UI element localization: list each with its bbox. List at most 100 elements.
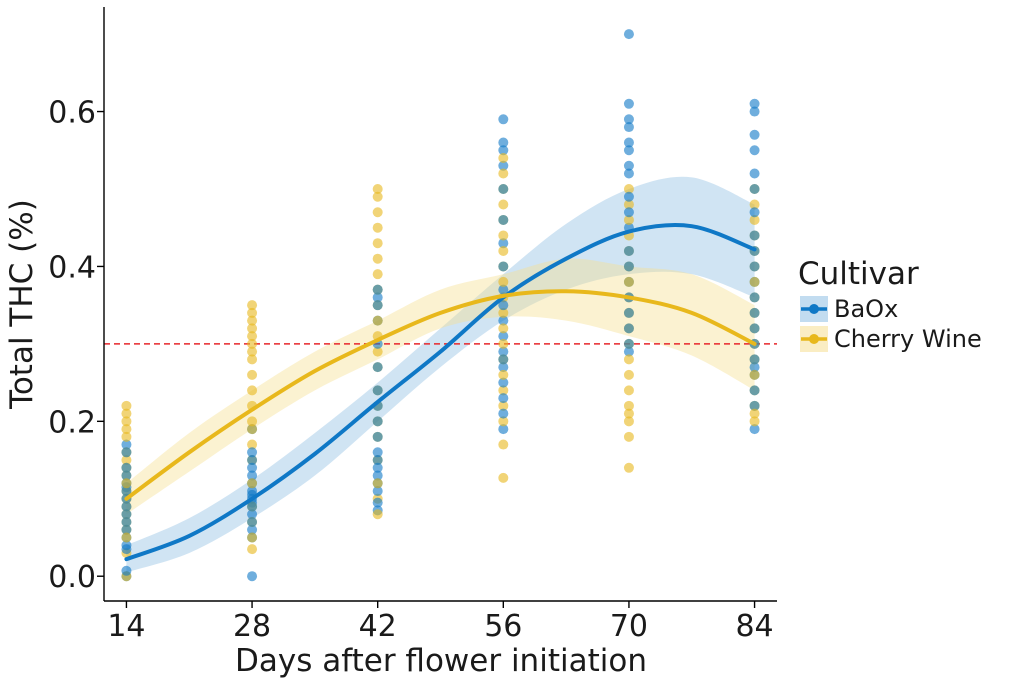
point-baox: [372, 292, 383, 303]
point-baox: [623, 160, 634, 171]
point-baox: [749, 207, 760, 218]
point-cherry-wine: [623, 431, 634, 442]
point-baox: [372, 470, 383, 481]
point-cherry-wine: [247, 331, 258, 342]
point-baox: [498, 393, 509, 404]
confidence-bands: [126, 176, 755, 573]
point-baox: [623, 168, 634, 179]
point-baox: [749, 145, 760, 156]
point-baox: [749, 230, 760, 241]
point-baox: [498, 424, 509, 435]
point-baox: [623, 261, 634, 272]
point-cherry-wine: [247, 338, 258, 349]
point-baox: [623, 207, 634, 218]
point-cherry-wine: [749, 408, 760, 419]
point-baox: [498, 145, 509, 156]
point-baox: [623, 245, 634, 256]
point-baox: [623, 137, 634, 148]
fit-line-cherry-wine: [124, 289, 757, 501]
point-cherry-wine: [247, 544, 258, 555]
point-baox: [121, 447, 132, 458]
point-baox: [498, 408, 509, 419]
point-cherry-wine: [623, 354, 634, 365]
point-cherry-wine: [749, 199, 760, 210]
point-baox: [121, 439, 132, 450]
y-axis-title: Total THC (%): [4, 199, 40, 410]
point-baox: [623, 323, 634, 334]
point-baox: [372, 385, 383, 396]
point-baox: [121, 517, 132, 528]
point-baox: [372, 416, 383, 427]
point-cherry-wine: [247, 478, 258, 489]
point-baox: [749, 129, 760, 140]
point-cherry-wine: [498, 472, 509, 483]
point-baox: [121, 565, 132, 576]
point-cherry-wine: [498, 153, 509, 164]
point-baox: [498, 137, 509, 148]
point-baox: [372, 497, 383, 508]
point-baox: [498, 238, 509, 249]
legend-label-cherry-wine: Cherry Wine: [834, 325, 982, 353]
point-cherry-wine: [498, 338, 509, 349]
point-cherry-wine: [372, 191, 383, 202]
point-cherry-wine: [749, 416, 760, 427]
point-baox: [498, 377, 509, 388]
point-cherry-wine: [247, 300, 258, 311]
point-cherry-wine: [121, 532, 132, 543]
point-baox: [749, 400, 760, 411]
point-baox: [498, 300, 509, 311]
point-cherry-wine: [498, 439, 509, 450]
point-baox: [498, 284, 509, 295]
point-cherry-wine: [498, 416, 509, 427]
point-baox: [749, 323, 760, 334]
point-baox: [623, 145, 634, 156]
point-cherry-wine: [372, 478, 383, 489]
x-tick-label: 14: [107, 609, 145, 644]
point-cherry-wine: [372, 346, 383, 357]
point-cherry-wine: [372, 238, 383, 249]
point-baox: [372, 447, 383, 458]
point-cherry-wine: [498, 369, 509, 380]
point-cherry-wine: [121, 431, 132, 442]
point-baox: [247, 571, 258, 582]
point-baox: [121, 486, 132, 497]
point-baox: [498, 346, 509, 357]
x-axis-title: Days after flower initiation: [235, 643, 647, 679]
legend: Cultivar BaOx Cherry Wine: [798, 256, 982, 353]
point-baox: [372, 362, 383, 373]
point-cherry-wine: [623, 214, 634, 225]
point-cherry-wine: [247, 532, 258, 543]
point-baox: [372, 462, 383, 473]
point-baox: [121, 501, 132, 512]
point-cherry-wine: [372, 253, 383, 264]
y-tick-label: 0.4: [48, 250, 96, 285]
y-tick-label: 0.2: [48, 405, 96, 440]
legend-keys: [800, 296, 828, 352]
legend-key-dot-baox: [809, 304, 819, 314]
point-cherry-wine: [749, 276, 760, 287]
point-baox: [121, 470, 132, 481]
point-baox: [247, 524, 258, 535]
scatter-points: [121, 29, 760, 582]
point-cherry-wine: [247, 424, 258, 435]
point-baox: [498, 114, 509, 125]
point-cherry-wine: [498, 276, 509, 287]
x-tick-label: 42: [359, 609, 397, 644]
point-baox: [498, 214, 509, 225]
point-cherry-wine: [498, 400, 509, 411]
point-cherry-wine: [247, 346, 258, 357]
point-baox: [498, 354, 509, 365]
point-cherry-wine: [121, 416, 132, 427]
confidence-band-baox: [126, 176, 755, 573]
point-baox: [749, 292, 760, 303]
legend-key-dot-cherry-wine: [809, 334, 819, 344]
point-baox: [623, 307, 634, 318]
point-cherry-wine: [623, 276, 634, 287]
point-baox: [749, 183, 760, 194]
point-cherry-wine: [372, 509, 383, 520]
point-cherry-wine: [498, 307, 509, 318]
fit-curves: [124, 223, 757, 562]
point-cherry-wine: [623, 199, 634, 210]
point-cherry-wine: [372, 269, 383, 280]
